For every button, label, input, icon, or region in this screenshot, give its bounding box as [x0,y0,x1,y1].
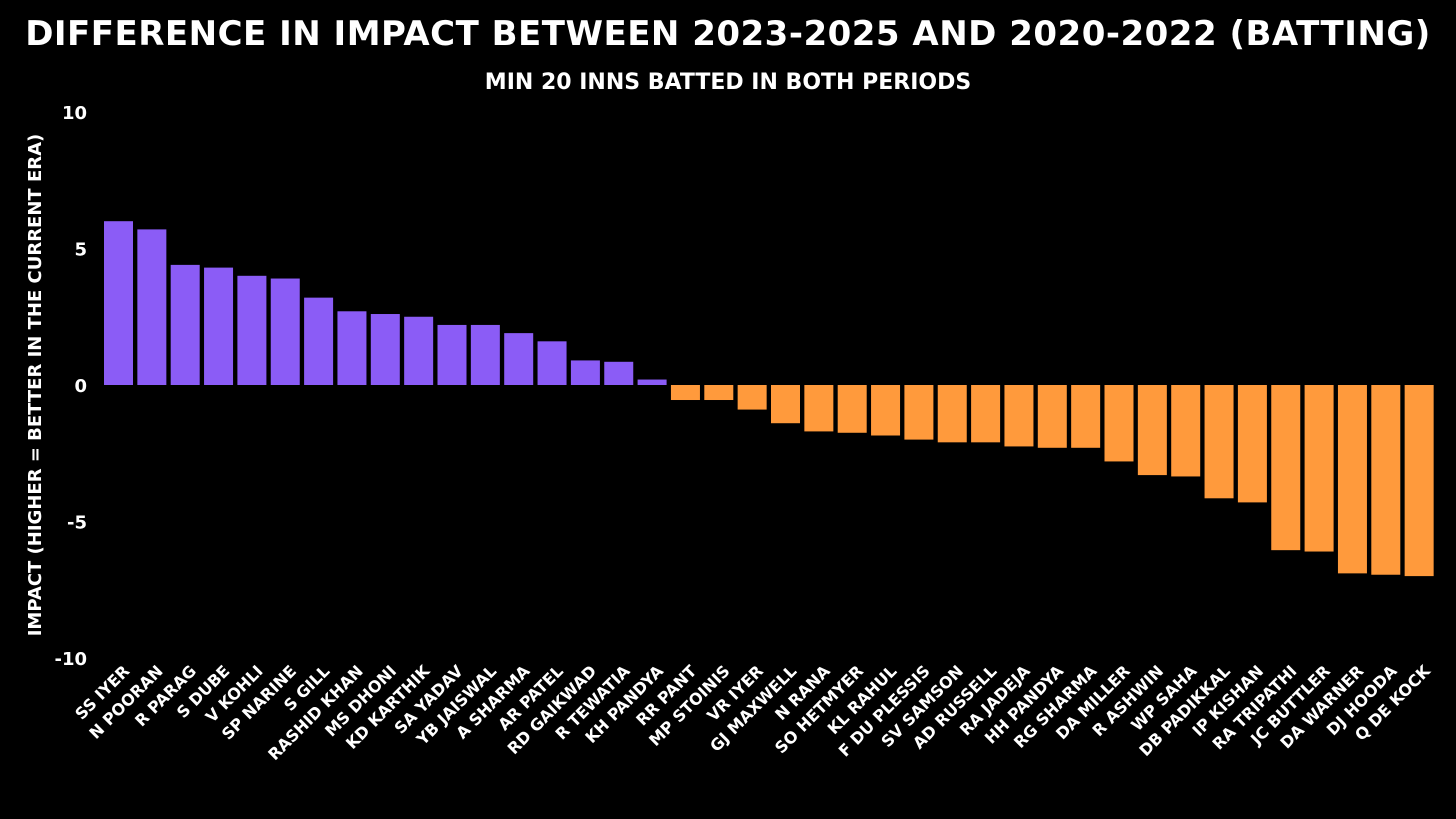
bar-n-pooran [137,229,167,385]
bar-dj-hooda [1371,385,1401,575]
bar-rashid-khan [337,311,367,385]
bar-f-du-plessis [904,385,934,440]
bar-so-hetmyer [837,385,867,433]
bar-kd-karthik [404,316,434,385]
bar-sa-yadav [437,324,467,385]
bar-ra-jadeja [1004,385,1034,447]
bar-kl-rahul [871,385,901,436]
chart-subtitle: MIN 20 INNS BATTED IN BOTH PERIODS [484,70,972,95]
bar-ar-patel [537,341,567,385]
y-tick-label: 5 [74,240,87,261]
bar-v-kohli [237,275,267,385]
bar-ms-dhoni [370,314,400,385]
y-tick-label: -10 [54,649,87,670]
bar-yb-jaiswal [470,324,500,385]
bar-db-padikkal [1204,385,1234,499]
bar-ss-iyer [104,221,133,385]
bar-q-de-kock [1404,385,1434,577]
y-tick-label: 10 [62,103,87,124]
bar-rg-sharma [1071,385,1101,448]
bar-s-gill [304,297,334,385]
bar-r-ashwin [1137,385,1167,476]
bar-kh-pandya [637,379,667,385]
bars [104,221,1434,577]
bar-r-tewatia [604,361,634,385]
bar-gj-maxwell [771,385,800,424]
bar-r-parag [170,264,200,385]
bar-ip-kishan [1237,385,1267,503]
y-tick-label: -5 [67,513,87,534]
chart-title: DIFFERENCE IN IMPACT BETWEEN 2023-2025 A… [25,14,1431,54]
y-axis-label: IMPACT (HIGHER = BETTER IN THE CURRENT E… [25,134,46,637]
bar-vr-iyer [737,385,767,410]
bar-rd-gaikwad [570,360,600,385]
bar-a-sharma [504,333,534,385]
bar-jc-buttler [1304,385,1334,552]
bar-sv-samson [937,385,967,443]
bar-sp-narine [270,278,300,385]
bar-mp-stoinis [704,385,734,401]
bar-rr-pant [670,385,700,401]
bar-s-dube [204,267,234,385]
y-axis: 10 5 0 -5 -10 [54,103,87,670]
bar-da-warner [1337,385,1367,574]
y-tick-label: 0 [74,376,87,397]
bar-ra-tripathi [1271,385,1301,551]
bar-wp-saha [1171,385,1201,477]
bar-da-miller [1104,385,1134,462]
bar-hh-pandya [1037,385,1067,448]
bar-n-rana [804,385,834,432]
bar-ad-russell [971,385,1001,443]
